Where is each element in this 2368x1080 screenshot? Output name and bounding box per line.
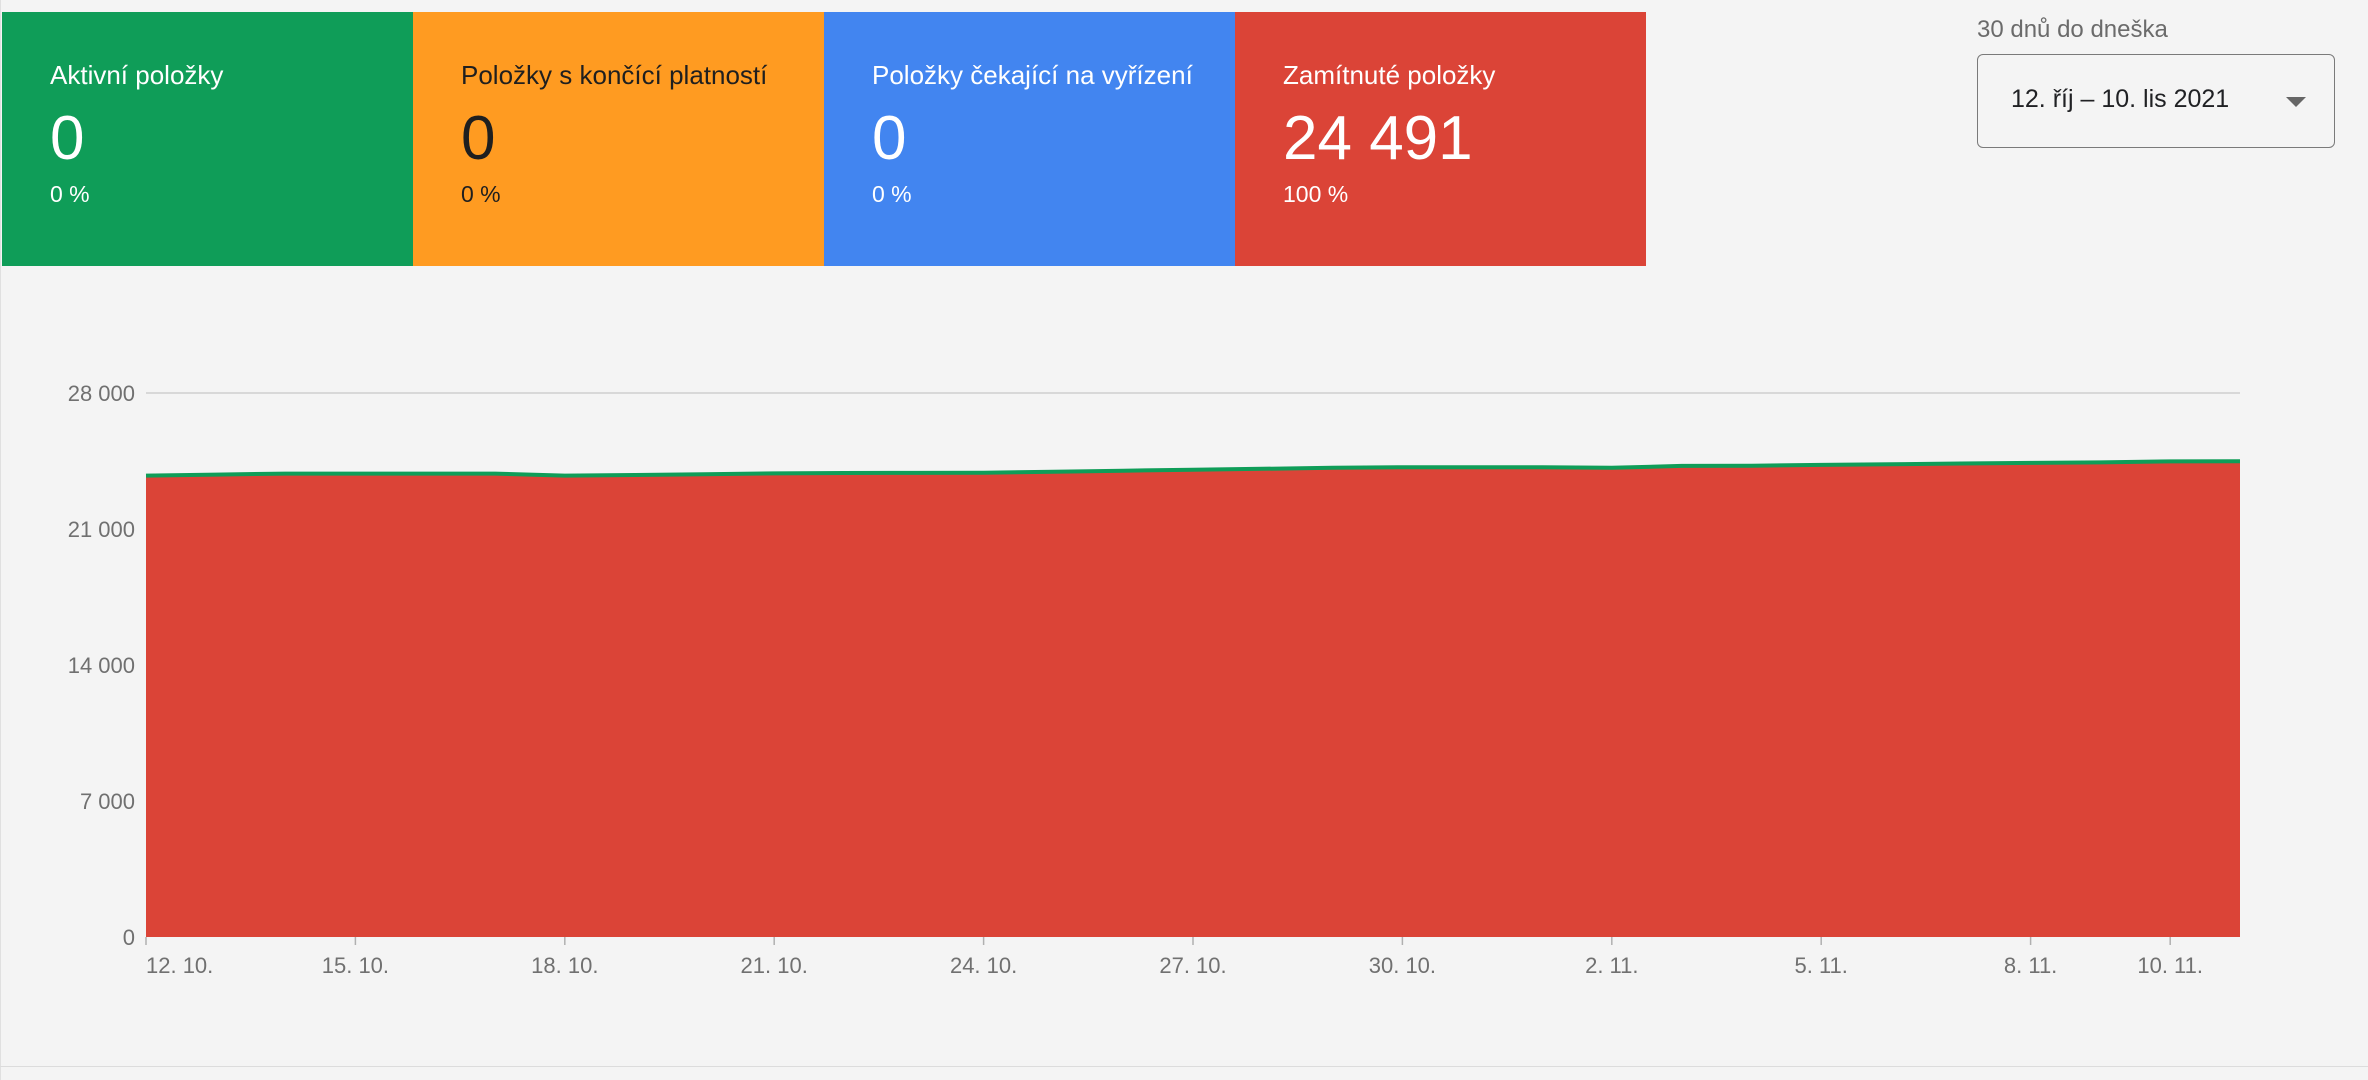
card-expiring-items[interactable]: Položky s končící platností 0 0 % (413, 12, 824, 266)
x-tick-label: 21. 10. (741, 953, 808, 978)
card-value: 24 491 (1283, 104, 1473, 173)
card-pending-items[interactable]: Položky čekající na vyřízení 0 0 % (824, 12, 1235, 266)
card-label: Zamítnuté položky (1283, 60, 1496, 90)
card-value: 0 (50, 104, 85, 173)
x-tick-label: 18. 10. (531, 953, 598, 978)
x-tick-label: 8. 11. (2004, 953, 2057, 978)
y-tick-label: 7 000 (80, 789, 135, 814)
date-range-select[interactable]: 12. říj – 10. lis 2021 (1977, 54, 2335, 148)
x-tick-label: 15. 10. (322, 953, 389, 978)
x-tick-label: 30. 10. (1369, 953, 1436, 978)
series-line-1 (145, 459, 2241, 478)
x-tick-label: 12. 10. (146, 953, 213, 978)
card-value: 0 (872, 104, 907, 173)
card-percent: 0 % (50, 181, 90, 207)
card-label: Položky s končící platností (461, 60, 768, 90)
x-tick-label: 10. 11. (2137, 953, 2203, 978)
left-border (0, 0, 1, 1080)
date-range-value: 12. říj – 10. lis 2021 (2011, 85, 2230, 113)
y-tick-label: 0 (123, 925, 135, 950)
card-percent: 0 % (461, 181, 501, 207)
x-tick-label: 5. 11. (1794, 953, 1847, 978)
status-cards: Aktivní položky 0 0 % Položky s končící … (2, 12, 1646, 266)
card-value: 0 (461, 104, 496, 173)
card-label: Aktivní položky (50, 60, 224, 90)
series-area-0 (146, 461, 2240, 937)
x-tick-label: 24. 10. (950, 953, 1017, 978)
y-tick-label: 28 000 (68, 381, 135, 406)
card-percent: 100 % (1283, 181, 1349, 207)
x-tick-label: 27. 10. (1159, 953, 1226, 978)
card-percent: 0 % (872, 181, 912, 207)
y-tick-label: 21 000 (68, 517, 135, 542)
card-label: Položky čekající na vyřízení (872, 60, 1193, 90)
bottom-divider (0, 1066, 2368, 1067)
date-range-caption: 30 dnů do dneška (1977, 16, 2168, 43)
chevron-down-icon (2286, 97, 2306, 107)
x-tick-label: 2. 11. (1585, 953, 1638, 978)
card-disapproved-items[interactable]: Zamítnuté položky 24 491 100 % (1235, 12, 1646, 266)
card-active-items[interactable]: Aktivní položky 0 0 % (2, 12, 413, 266)
items-area-chart: 0 7 000 14 000 21 000 28 000 12. 10. 15. 10. 18… (68, 381, 2241, 978)
y-tick-label: 14 000 (68, 653, 135, 678)
